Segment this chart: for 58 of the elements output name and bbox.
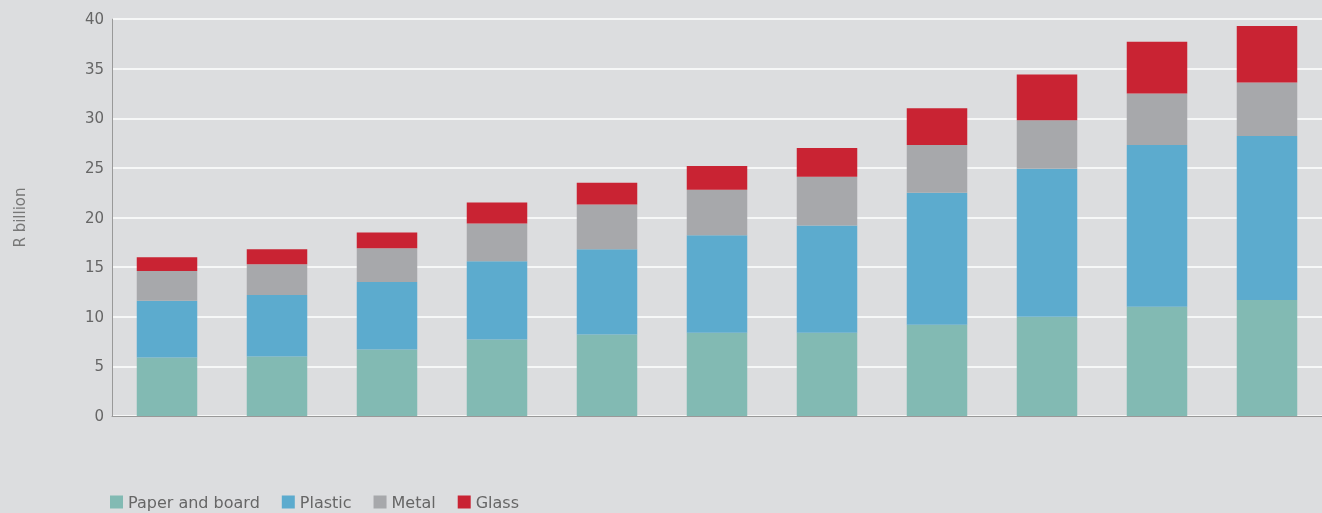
bar [796, 225, 858, 333]
bar [1126, 145, 1188, 307]
bar [356, 282, 418, 350]
bar [136, 300, 198, 358]
bar [576, 182, 638, 205]
bar [1126, 41, 1188, 94]
y-tick-label: 5 [94, 357, 104, 376]
y-tick-label: 25 [84, 158, 104, 177]
bar [1016, 74, 1078, 121]
bar [796, 176, 858, 226]
bar [466, 339, 528, 416]
y-tick-label: 20 [84, 208, 104, 227]
bar [906, 192, 968, 325]
y-axis-title: R billion [10, 187, 29, 248]
legend-label: Metal [391, 492, 436, 512]
bar [136, 357, 198, 416]
y-tick-label: 15 [84, 258, 104, 277]
bar [686, 332, 748, 416]
bar [686, 189, 748, 236]
bar [246, 294, 308, 357]
bar [576, 204, 638, 250]
bar [1236, 25, 1298, 83]
bar [246, 249, 308, 265]
bar [686, 165, 748, 190]
bar [796, 332, 858, 416]
bar [1126, 93, 1188, 146]
bar [1126, 306, 1188, 416]
bar [466, 202, 528, 224]
bar [466, 261, 528, 340]
bar [356, 349, 418, 416]
bar [906, 108, 968, 146]
bar [1016, 120, 1078, 169]
y-tick-label: 10 [84, 307, 104, 326]
bar [356, 232, 418, 249]
bar [1236, 299, 1298, 416]
bar [136, 271, 198, 301]
y-tick-label: 0 [94, 407, 104, 425]
legend-label: Glass [475, 492, 520, 512]
bar [246, 264, 308, 295]
bar [246, 356, 308, 416]
bar [356, 248, 418, 283]
bar [1016, 168, 1078, 317]
bar [1016, 316, 1078, 416]
bar [796, 148, 858, 177]
bar [686, 235, 748, 333]
y-tick-label: 30 [84, 109, 104, 128]
bar [1236, 82, 1298, 137]
bar [576, 334, 638, 416]
bar [466, 223, 528, 262]
legend-label: Paper and board [128, 492, 260, 512]
bar [136, 257, 198, 272]
bar [1236, 136, 1298, 300]
bar [906, 145, 968, 193]
y-tick-label: 35 [84, 59, 104, 78]
bar [906, 324, 968, 416]
legend-label: Plastic [299, 492, 352, 512]
y-tick-label: 40 [84, 10, 104, 28]
bar [576, 249, 638, 335]
